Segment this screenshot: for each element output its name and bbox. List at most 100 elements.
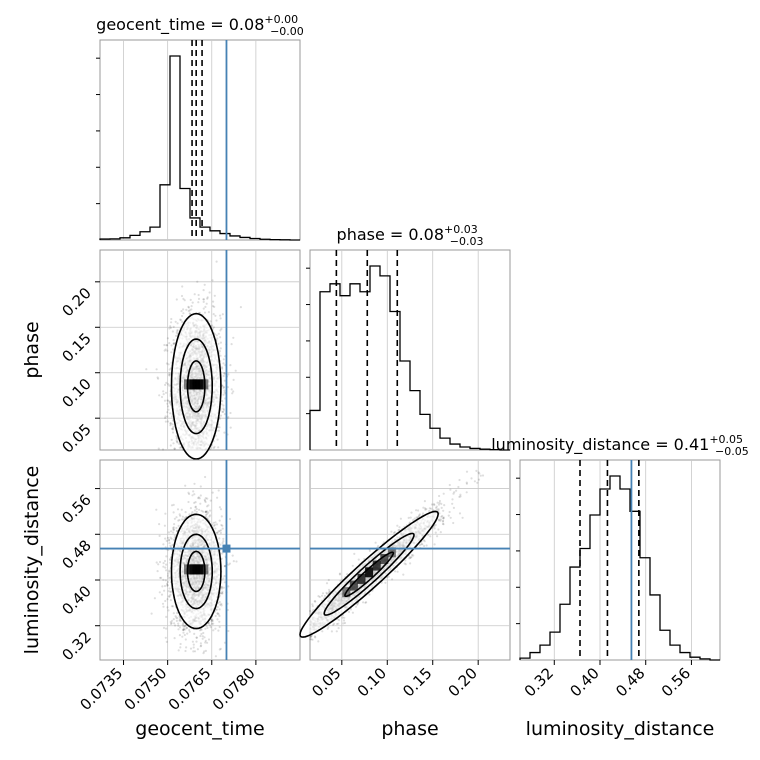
sample-point: [166, 598, 169, 601]
sample-point: [172, 612, 175, 615]
sample-point: [166, 415, 169, 418]
sample-point: [201, 635, 204, 638]
sample-point: [181, 285, 184, 288]
sample-point: [167, 363, 170, 366]
sample-point: [202, 307, 205, 310]
sample-point: [223, 581, 226, 584]
sample-point: [206, 296, 209, 299]
sample-point: [188, 309, 191, 312]
sample-point: [157, 447, 160, 450]
sample-point: [207, 504, 210, 507]
sample-point: [163, 343, 166, 347]
sample-point: [177, 519, 180, 522]
sample-point: [193, 293, 196, 296]
sample-point: [169, 536, 172, 539]
sample-point: [188, 630, 191, 633]
sample-point: [220, 367, 224, 370]
sample-point: [155, 508, 158, 511]
sample-point: [166, 399, 169, 402]
sample-point: [218, 519, 221, 522]
sample-point: [215, 334, 218, 337]
sample-point: [161, 448, 165, 451]
sample-point: [172, 348, 175, 351]
sample-point: [175, 516, 178, 519]
sample-point: [197, 297, 201, 300]
sample-point: [215, 319, 218, 322]
sample-point: [165, 627, 168, 630]
sample-point: [184, 484, 187, 487]
sample-point: [182, 312, 185, 315]
sample-point: [212, 446, 215, 450]
sample-point: [167, 399, 170, 402]
sample-point: [172, 511, 175, 514]
sample-point: [158, 591, 161, 594]
sample-point: [164, 383, 167, 386]
sample-point: [177, 649, 180, 652]
sample-point: [181, 320, 184, 323]
sample-point: [168, 374, 171, 377]
sample-point: [230, 388, 233, 391]
sample-point: [160, 576, 163, 580]
sample-point: [187, 306, 190, 309]
sample-point: [163, 589, 166, 592]
sample-point: [158, 523, 161, 526]
sample-point: [175, 298, 178, 301]
sample-point: [222, 540, 225, 543]
sample-point: [153, 597, 156, 600]
sample-point: [181, 515, 184, 518]
title-luminosity_distance: luminosity_distance = 0.41+0.05 −0.05: [491, 433, 749, 458]
sample-point: [186, 632, 189, 635]
sample-point: [212, 313, 215, 316]
sample-point: [163, 524, 166, 527]
sample-point: [215, 523, 219, 526]
sample-point: [218, 625, 221, 629]
sample-point: [222, 358, 225, 361]
sample-point: [219, 336, 222, 339]
sample-point: [227, 373, 230, 376]
sample-point: [216, 438, 219, 441]
sample-point: [171, 428, 175, 431]
sample-point: [221, 527, 224, 530]
sample-point: [222, 577, 225, 580]
sample-point: [220, 515, 223, 518]
sample-point: [165, 344, 168, 347]
sample-point: [185, 646, 188, 649]
sample-point: [170, 427, 173, 430]
sample-point: [195, 640, 198, 643]
sample-point: [176, 508, 180, 511]
sample-point: [176, 611, 179, 615]
sample-point: [216, 496, 219, 499]
sample-point: [184, 649, 187, 653]
sample-point: [175, 334, 178, 337]
sample-point: [166, 411, 169, 414]
sample-point: [168, 570, 171, 573]
sample-point: [213, 523, 216, 527]
sample-point: [167, 383, 170, 386]
sample-point: [219, 341, 222, 344]
sample-point: [170, 438, 173, 441]
sample-point: [222, 385, 226, 389]
sample-point: [239, 306, 242, 309]
sample-point: [155, 368, 158, 371]
sample-point: [205, 302, 208, 305]
sample-point: [179, 318, 182, 321]
sample-point: [168, 542, 171, 545]
sample-point: [185, 626, 188, 629]
sample-point: [219, 414, 223, 417]
sample-point: [204, 639, 207, 643]
sample-point: [214, 614, 217, 618]
hist-panel-geocent_time: [99, 39, 301, 241]
sample-point: [187, 500, 190, 504]
sample-point: [232, 560, 235, 563]
sample-point: [166, 580, 169, 584]
sample-point: [170, 590, 173, 593]
sample-point: [169, 402, 172, 405]
sample-point: [167, 408, 170, 411]
sample-point: [191, 510, 194, 514]
sample-point: [174, 320, 177, 323]
sample-point: [214, 655, 217, 658]
sample-point: [223, 431, 226, 434]
sample-point: [170, 317, 173, 321]
sample-point: [164, 636, 167, 639]
title-phase: phase = 0.08+0.03 −0.03: [337, 223, 484, 248]
